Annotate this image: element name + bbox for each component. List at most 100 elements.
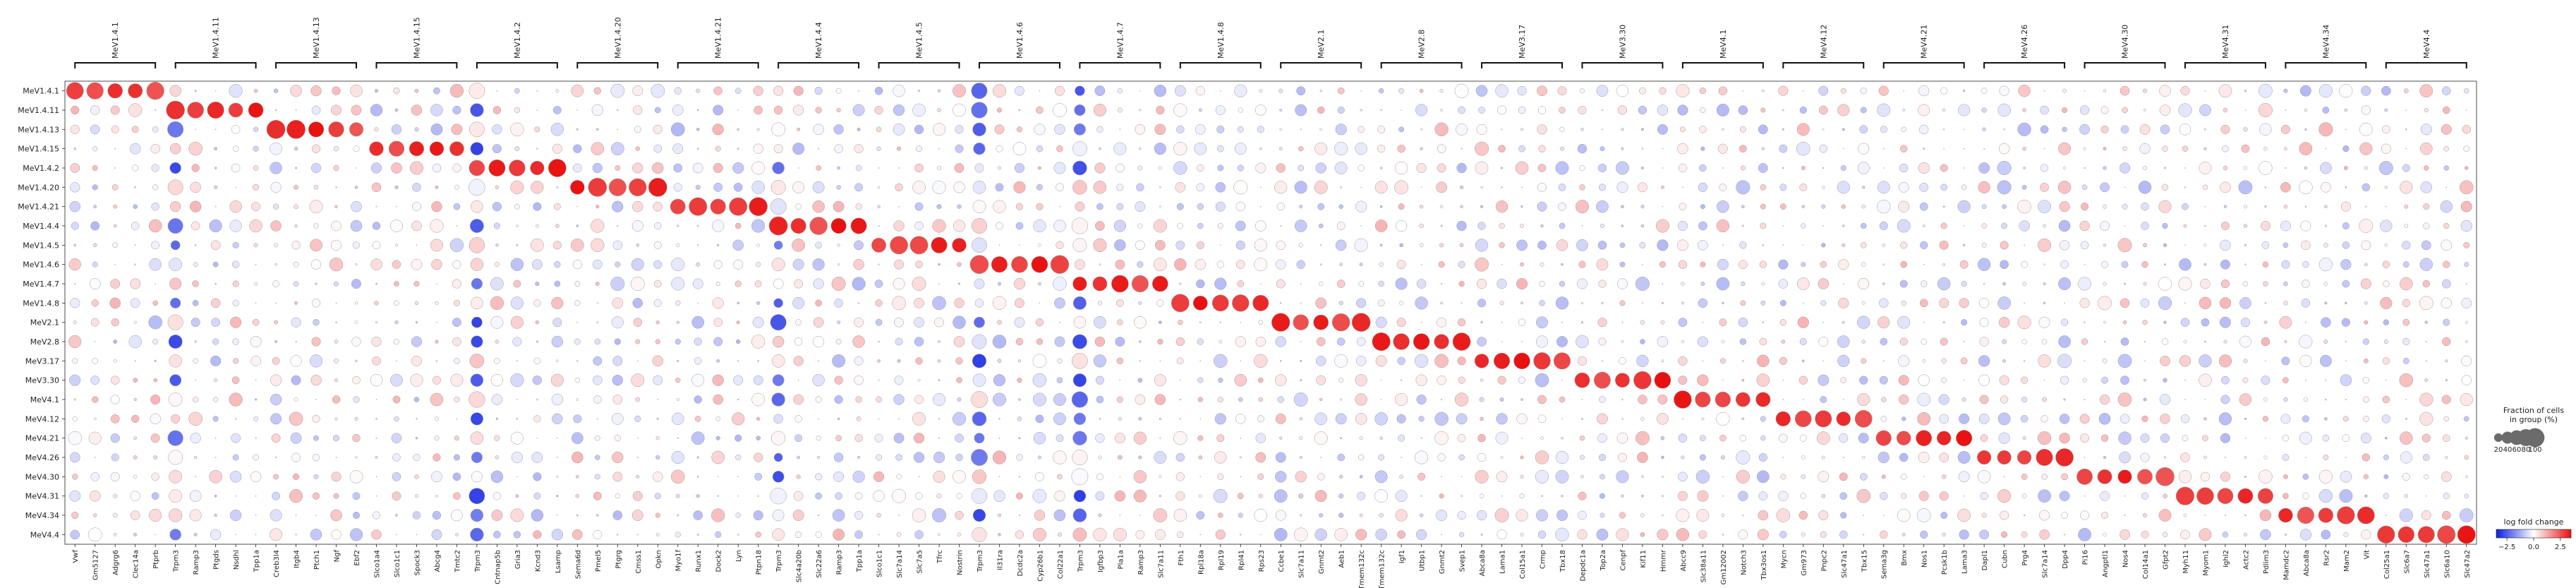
- dot-mark: [1420, 128, 1423, 131]
- dot-mark: [636, 244, 640, 247]
- dot-mark: [1621, 418, 1623, 420]
- dot-mark: [495, 244, 499, 247]
- dot-mark: [2139, 124, 2151, 135]
- dot-mark: [1699, 454, 1706, 461]
- gene-group-label: MeV4.34: [2321, 25, 2330, 59]
- x-tick-label: Abcg4: [434, 550, 442, 572]
- dot-mark: [1978, 355, 1990, 367]
- dot-mark: [1918, 491, 1929, 501]
- dot-mark: [2055, 448, 2074, 467]
- x-tick-label: Mam2: [2343, 550, 2351, 572]
- dot-mark: [130, 510, 140, 520]
- dot-mark: [576, 321, 579, 323]
- dot-mark: [372, 356, 381, 366]
- dot-mark: [1456, 162, 1467, 174]
- dot-mark: [735, 512, 741, 518]
- dot-mark: [2124, 225, 2126, 227]
- dot-mark: [595, 205, 600, 209]
- dot-mark: [1860, 107, 1867, 114]
- gene-group-label: MeV1.4.6: [1015, 22, 1024, 59]
- dot-mark: [433, 87, 440, 95]
- dot-mark: [1556, 509, 1568, 522]
- dot-mark: [1818, 471, 1830, 483]
- dot-mark: [1276, 163, 1286, 173]
- dot-mark: [1779, 319, 1786, 326]
- dot-mark: [153, 455, 158, 460]
- dot-mark: [2443, 416, 2450, 422]
- dot-mark: [1255, 162, 1266, 174]
- dot-mark: [2082, 378, 2087, 383]
- dot-mark: [2321, 529, 2331, 540]
- dot-mark: [1779, 356, 1787, 365]
- dot-mark: [2381, 143, 2391, 154]
- dot-mark: [212, 338, 219, 345]
- dot-mark: [1197, 164, 1204, 172]
- dot-mark: [1015, 85, 1024, 96]
- dot-mark: [2161, 338, 2169, 345]
- dot-mark: [1799, 337, 1807, 346]
- dot-mark: [168, 450, 183, 465]
- dot-mark: [574, 281, 581, 287]
- dot-mark: [712, 220, 725, 232]
- dot-mark: [1880, 416, 1887, 422]
- dot-mark: [2238, 180, 2253, 195]
- x-tick-label: Slc38a11: [1700, 550, 1707, 582]
- dot-mark: [677, 224, 679, 227]
- dot-mark: [816, 455, 821, 460]
- dot-mark: [1579, 436, 1585, 441]
- dot-mark: [677, 437, 679, 439]
- dot-mark: [1578, 510, 1587, 520]
- dot-mark: [128, 83, 143, 99]
- dot-mark: [232, 145, 239, 152]
- x-tick-label: Nostrin: [957, 550, 965, 575]
- dot-mark: [1858, 143, 1870, 155]
- dot-mark: [2403, 88, 2409, 94]
- dot-mark: [2384, 436, 2388, 440]
- dot-mark: [1394, 180, 1409, 195]
- dot-mark: [214, 205, 217, 208]
- dot-mark: [1196, 511, 1205, 520]
- dot-mark: [490, 470, 504, 484]
- dot-mark: [2264, 186, 2267, 188]
- dot-mark: [291, 317, 301, 328]
- dot-mark: [1741, 417, 1745, 421]
- dot-mark: [1094, 336, 1106, 347]
- dot-mark: [793, 394, 804, 405]
- dot-mark: [1296, 260, 1305, 269]
- x-tick-label: Svep1: [1459, 550, 1467, 572]
- dot-mark: [955, 453, 963, 462]
- dot-mark: [1858, 277, 1870, 290]
- dot-mark: [1820, 260, 1827, 268]
- dot-mark: [936, 165, 942, 171]
- dot-mark: [674, 87, 682, 95]
- dot-mark: [2057, 181, 2072, 194]
- dot-mark: [938, 263, 941, 266]
- dot-mark: [792, 181, 805, 193]
- dot-mark: [2158, 277, 2172, 291]
- dot-mark: [1415, 450, 1429, 464]
- dot-mark: [1598, 280, 1607, 288]
- dot-mark: [1335, 124, 1347, 136]
- dot-mark: [1319, 244, 1322, 246]
- dot-mark: [1319, 512, 1324, 518]
- dot-mark: [470, 103, 484, 117]
- dot-mark: [1600, 146, 1605, 152]
- dot-mark: [571, 239, 584, 252]
- dot-mark: [195, 476, 196, 478]
- dot-mark: [1880, 126, 1887, 133]
- dot-mark: [971, 449, 988, 466]
- dot-mark: [2283, 88, 2288, 93]
- dot-mark: [2340, 374, 2352, 387]
- dot-mark: [2137, 469, 2153, 485]
- dot-mark: [2244, 475, 2247, 478]
- dot-mark: [1760, 107, 1766, 113]
- dot-mark: [2160, 124, 2170, 135]
- dot-mark: [2160, 433, 2170, 443]
- dot-mark: [275, 302, 277, 304]
- dot-mark: [1434, 334, 1449, 349]
- dot-mark: [1677, 491, 1688, 501]
- dot-mark: [231, 163, 241, 173]
- dot-mark: [852, 277, 866, 291]
- dot-mark: [1898, 181, 1909, 193]
- dot-mark: [551, 296, 564, 309]
